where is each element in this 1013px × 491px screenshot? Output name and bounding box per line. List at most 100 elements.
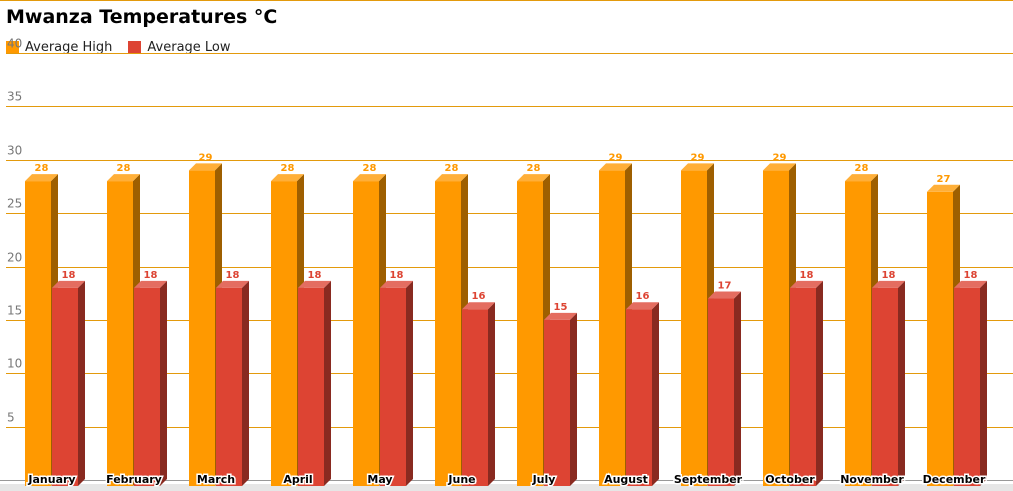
bar-top <box>927 184 960 192</box>
bar <box>189 170 215 487</box>
bar-top <box>52 280 85 288</box>
bar-top <box>872 280 905 288</box>
bar-top <box>216 280 249 288</box>
bar-top <box>954 280 987 288</box>
bar <box>107 181 133 486</box>
bar-side <box>160 280 167 486</box>
bar <box>681 170 707 487</box>
chart-floor <box>0 484 1013 491</box>
data-label: 29 <box>773 152 787 163</box>
x-tick-label: October <box>765 473 815 486</box>
y-tick-label: 25 <box>7 197 22 211</box>
data-label: 28 <box>117 163 131 174</box>
x-tick-label: November <box>840 473 904 486</box>
bar <box>435 181 461 486</box>
bar <box>708 298 734 486</box>
data-label: 18 <box>800 270 814 281</box>
bar <box>763 170 789 487</box>
bar-top <box>845 174 878 182</box>
data-label: 28 <box>281 163 295 174</box>
x-tick-label: April <box>283 473 312 486</box>
data-label: 28 <box>363 163 377 174</box>
bar-top <box>435 174 468 182</box>
bar <box>353 181 379 486</box>
data-label: 18 <box>308 270 322 281</box>
bar-top <box>599 163 632 171</box>
data-label: 18 <box>226 270 240 281</box>
bar-side <box>78 280 85 486</box>
bar <box>626 309 652 486</box>
bar <box>216 287 242 486</box>
bar-top <box>134 280 167 288</box>
bar-side <box>488 302 495 486</box>
bar-top <box>271 174 304 182</box>
y-tick-label: 35 <box>7 90 22 104</box>
data-label: 29 <box>609 152 623 163</box>
legend-swatch-high <box>6 40 19 54</box>
data-label: 28 <box>35 163 49 174</box>
bar <box>271 181 297 486</box>
bar <box>298 287 324 486</box>
x-tick-label: May <box>367 473 392 486</box>
bar-side <box>980 280 987 486</box>
bar-top <box>380 280 413 288</box>
legend-label-low: Average Low <box>147 39 231 55</box>
x-tick-label: July <box>532 473 556 486</box>
legend-label-high: Average High <box>25 39 113 55</box>
legend-swatch-low <box>128 40 142 54</box>
y-tick-label: 40 <box>7 37 22 51</box>
bar-top <box>25 174 58 182</box>
bar-top <box>681 163 714 171</box>
data-label: 18 <box>882 270 896 281</box>
data-label: 18 <box>964 270 978 281</box>
data-label: 17 <box>718 281 732 292</box>
data-label: 28 <box>527 163 541 174</box>
data-label: 18 <box>390 270 404 281</box>
y-tick-label: 30 <box>7 144 22 158</box>
legend-item-low[interactable]: Average Low <box>128 39 231 55</box>
x-tick-label: March <box>197 473 235 486</box>
bar-top <box>544 312 577 320</box>
bar-side <box>324 280 331 486</box>
bar <box>927 191 953 486</box>
bar <box>517 181 543 486</box>
data-label: 29 <box>691 152 705 163</box>
bar <box>52 287 78 486</box>
bar-top <box>626 302 659 310</box>
x-tick-label: December <box>923 473 986 486</box>
bar <box>134 287 160 486</box>
data-label: 28 <box>855 163 869 174</box>
bar <box>544 319 570 486</box>
bar-top <box>517 174 550 182</box>
data-label: 27 <box>937 174 951 185</box>
bar-side <box>652 302 659 486</box>
bar <box>462 309 488 486</box>
y-tick-label: 5 <box>7 411 15 425</box>
bar-side <box>816 280 823 486</box>
data-label: 18 <box>144 270 158 281</box>
legend-item-high[interactable]: Average High <box>6 40 112 55</box>
bar-top <box>763 163 796 171</box>
data-label: 16 <box>472 291 486 302</box>
y-tick-label: 10 <box>7 357 22 371</box>
bar-top <box>298 280 331 288</box>
bar <box>954 287 980 486</box>
bar-side <box>734 291 741 486</box>
bar-top <box>790 280 823 288</box>
bar <box>845 181 871 486</box>
bar <box>790 287 816 486</box>
data-label: 15 <box>554 302 568 313</box>
bar-top <box>353 174 386 182</box>
bar <box>380 287 406 486</box>
x-tick-label: September <box>674 473 743 486</box>
x-tick-label: February <box>106 473 162 486</box>
bar <box>599 170 625 487</box>
data-label: 28 <box>445 163 459 174</box>
data-label: 29 <box>199 152 213 163</box>
x-tick-label: August <box>604 473 648 486</box>
bar-side <box>242 280 249 486</box>
chart-title: Mwanza Temperatures °C <box>6 6 278 28</box>
bar-side <box>898 280 905 486</box>
data-label: 16 <box>636 291 650 302</box>
y-tick-label: 15 <box>7 304 22 318</box>
